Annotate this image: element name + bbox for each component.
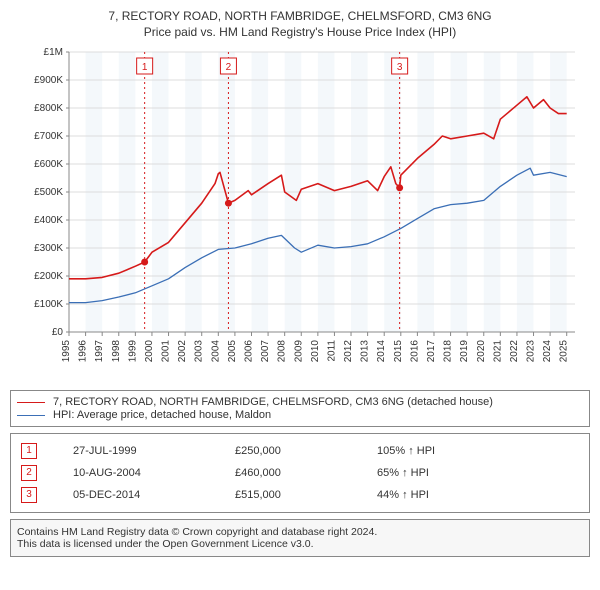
marker-pct: 44% ↑ HPI <box>371 484 585 506</box>
footer-attribution: Contains HM Land Registry data © Crown c… <box>10 519 590 557</box>
title-line-2: Price paid vs. HM Land Registry's House … <box>10 24 590 40</box>
svg-text:£800K: £800K <box>34 103 63 114</box>
marker-row: 3 05-DEC-2014£515,00044% ↑ HPI <box>15 484 585 506</box>
legend: 7, RECTORY ROAD, NORTH FAMBRIDGE, CHELMS… <box>10 390 590 427</box>
svg-text:£400K: £400K <box>34 215 63 226</box>
chart-title: 7, RECTORY ROAD, NORTH FAMBRIDGE, CHELMS… <box>10 8 590 40</box>
svg-text:£500K: £500K <box>34 187 63 198</box>
legend-label: HPI: Average price, detached house, Mald… <box>53 409 271 421</box>
svg-text:2000: 2000 <box>144 340 155 363</box>
svg-text:2019: 2019 <box>459 340 470 363</box>
svg-text:2015: 2015 <box>393 340 404 363</box>
marker-pct: 105% ↑ HPI <box>371 440 585 462</box>
marker-date: 27-JUL-1999 <box>67 440 229 462</box>
legend-label: 7, RECTORY ROAD, NORTH FAMBRIDGE, CHELMS… <box>53 396 493 408</box>
footer-line-2: This data is licensed under the Open Gov… <box>17 538 583 550</box>
svg-text:2012: 2012 <box>343 340 354 363</box>
svg-text:2001: 2001 <box>161 340 172 363</box>
svg-text:£600K: £600K <box>34 159 63 170</box>
footer-line-1: Contains HM Land Registry data © Crown c… <box>17 526 583 538</box>
svg-text:2023: 2023 <box>526 340 537 363</box>
svg-text:£900K: £900K <box>34 75 63 86</box>
marker-badge: 3 <box>21 487 37 503</box>
svg-text:2016: 2016 <box>409 340 420 363</box>
marker-price: £515,000 <box>229 484 371 506</box>
marker-badge: 2 <box>21 465 37 481</box>
svg-text:£0: £0 <box>52 327 64 338</box>
marker-table: 1 27-JUL-1999£250,000105% ↑ HPI 2 10-AUG-20… <box>10 433 590 513</box>
svg-text:1: 1 <box>142 62 148 73</box>
marker-row: 1 27-JUL-1999£250,000105% ↑ HPI <box>15 440 585 462</box>
marker-date: 05-DEC-2014 <box>67 484 229 506</box>
svg-text:2: 2 <box>226 62 232 73</box>
svg-text:2010: 2010 <box>310 340 321 363</box>
svg-text:2025: 2025 <box>559 340 570 363</box>
svg-text:2014: 2014 <box>376 340 387 363</box>
svg-text:£100K: £100K <box>34 299 63 310</box>
svg-text:1999: 1999 <box>127 340 138 363</box>
svg-text:2021: 2021 <box>492 340 503 363</box>
marker-date: 10-AUG-2004 <box>67 462 229 484</box>
price-chart: £0 £100K £200K £300K £400K £500K £600K £700K £80… <box>15 44 585 384</box>
svg-text:2007: 2007 <box>260 340 271 363</box>
svg-text:2020: 2020 <box>476 340 487 363</box>
svg-text:2024: 2024 <box>542 340 553 363</box>
svg-text:2017: 2017 <box>426 340 437 363</box>
svg-text:2009: 2009 <box>293 340 304 363</box>
svg-text:1998: 1998 <box>111 340 122 363</box>
svg-text:£200K: £200K <box>34 271 63 282</box>
svg-text:£300K: £300K <box>34 243 63 254</box>
svg-text:2011: 2011 <box>326 340 337 362</box>
svg-text:2008: 2008 <box>277 340 288 363</box>
svg-text:2013: 2013 <box>360 340 371 363</box>
svg-text:2006: 2006 <box>243 340 254 363</box>
legend-swatch <box>17 415 45 416</box>
svg-text:2002: 2002 <box>177 340 188 363</box>
marker-badge: 1 <box>21 443 37 459</box>
svg-text:2018: 2018 <box>443 340 454 363</box>
legend-item: 7, RECTORY ROAD, NORTH FAMBRIDGE, CHELMS… <box>17 396 583 408</box>
svg-text:2003: 2003 <box>194 340 205 363</box>
svg-text:2005: 2005 <box>227 340 238 363</box>
marker-price: £460,000 <box>229 462 371 484</box>
marker-pct: 65% ↑ HPI <box>371 462 585 484</box>
title-line-1: 7, RECTORY ROAD, NORTH FAMBRIDGE, CHELMS… <box>10 8 590 24</box>
legend-item: HPI: Average price, detached house, Mald… <box>17 409 583 421</box>
svg-text:1996: 1996 <box>78 340 89 363</box>
svg-text:1997: 1997 <box>94 340 105 363</box>
svg-text:£1M: £1M <box>44 47 63 58</box>
svg-text:2004: 2004 <box>210 340 221 363</box>
svg-text:1995: 1995 <box>61 340 72 363</box>
svg-text:3: 3 <box>397 62 403 73</box>
legend-swatch <box>17 402 45 403</box>
svg-text:£700K: £700K <box>34 131 63 142</box>
marker-row: 2 10-AUG-2004£460,00065% ↑ HPI <box>15 462 585 484</box>
chart-svg: £0 £100K £200K £300K £400K £500K £600K £700K £80… <box>15 44 585 384</box>
marker-price: £250,000 <box>229 440 371 462</box>
svg-text:2022: 2022 <box>509 340 520 363</box>
